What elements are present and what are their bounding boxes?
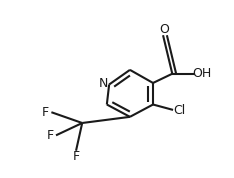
Text: OH: OH	[192, 67, 211, 80]
Text: N: N	[99, 77, 108, 90]
Text: O: O	[160, 23, 169, 36]
Text: Cl: Cl	[173, 104, 185, 117]
Text: F: F	[46, 129, 53, 142]
Text: F: F	[73, 150, 80, 163]
Text: F: F	[42, 106, 49, 119]
